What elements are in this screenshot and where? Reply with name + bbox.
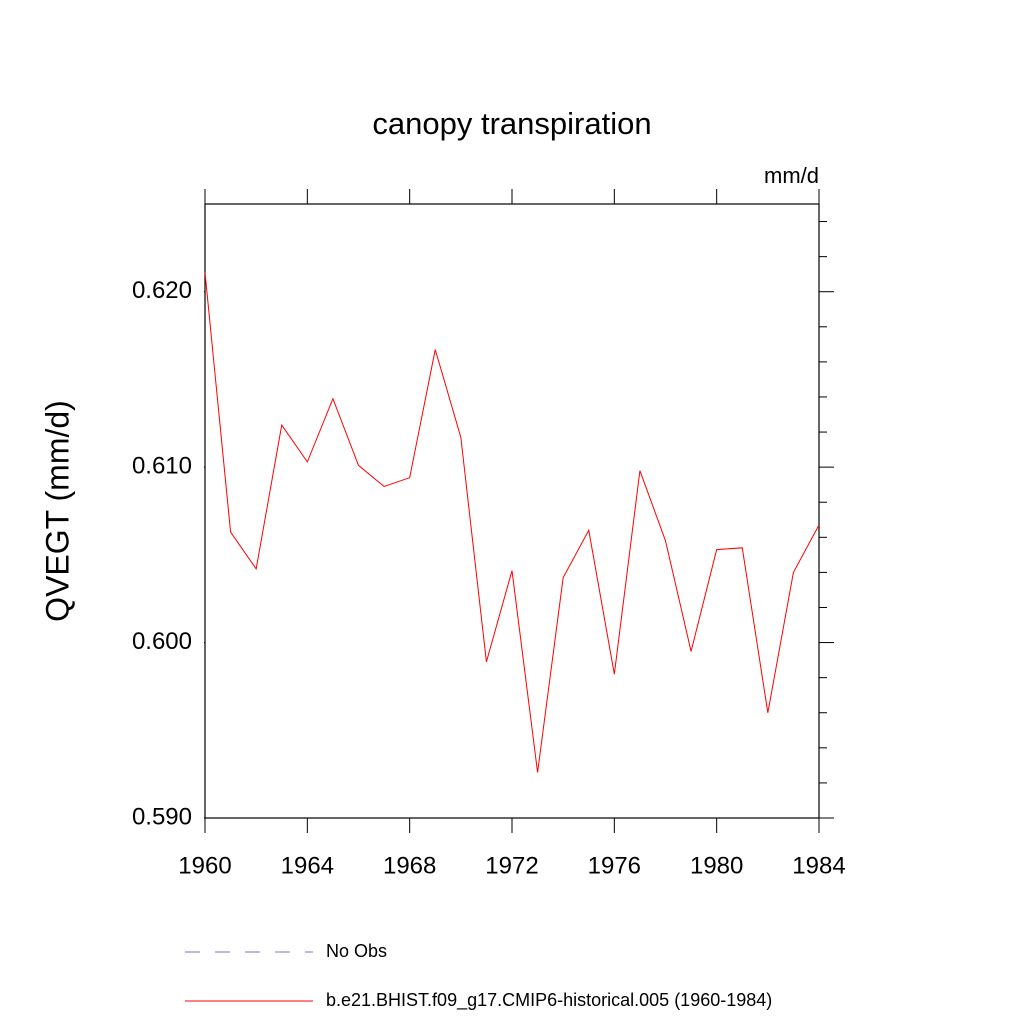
units-label: mm/d — [764, 163, 819, 188]
legend-label: No Obs — [326, 941, 387, 961]
y-tick-label: 0.620 — [132, 277, 192, 304]
plot-frame — [204, 203, 820, 819]
data-line — [204, 272, 820, 773]
y-tick-label: 0.600 — [132, 628, 192, 655]
x-tick-label: 1980 — [690, 852, 743, 879]
legend-label: b.e21.BHIST.f09_g17.CMIP6-historical.005… — [326, 990, 772, 1011]
x-tick-label: 1960 — [178, 852, 231, 879]
x-tick-label: 1976 — [588, 852, 641, 879]
x-tick-label: 1968 — [383, 852, 436, 879]
x-tick-label: 1972 — [485, 852, 538, 879]
y-axis-label: QVEGT (mm/d) — [39, 400, 75, 622]
x-tick-label: 1964 — [281, 852, 334, 879]
chart-title: canopy transpiration — [372, 106, 651, 141]
x-tick-label: 1984 — [792, 852, 845, 879]
y-tick-label: 0.590 — [132, 803, 192, 830]
y-tick-label: 0.610 — [132, 452, 192, 479]
